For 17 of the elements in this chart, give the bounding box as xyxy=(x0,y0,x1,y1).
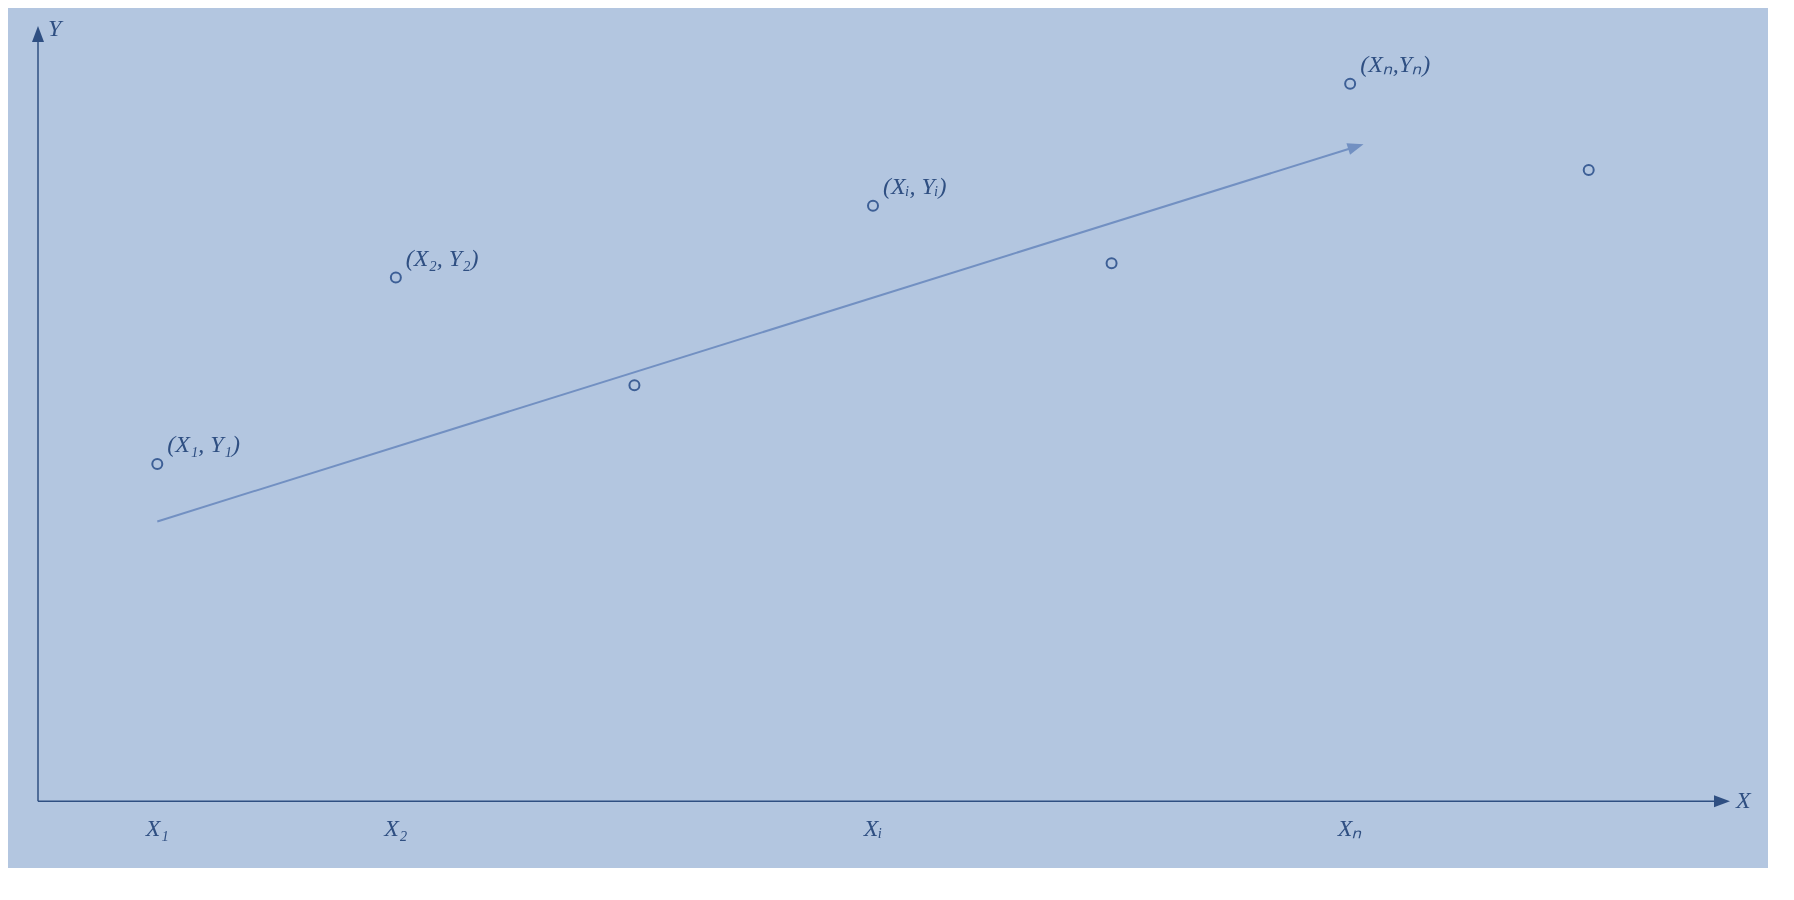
x-tick-label: Xᵢ xyxy=(862,814,883,841)
point xyxy=(151,458,164,471)
point xyxy=(867,199,879,212)
point xyxy=(1344,77,1357,90)
x-tick-label: X₂ xyxy=(383,814,408,841)
point xyxy=(628,379,641,392)
x-tick-label: X₁ xyxy=(144,814,169,841)
point xyxy=(1105,257,1118,270)
annotation: (Xₙ,Yₙ) xyxy=(1360,51,1431,78)
point xyxy=(1582,163,1595,176)
y-axis-title: Y xyxy=(48,15,64,42)
x-axis-title: X xyxy=(1735,786,1752,813)
annotation: (X₁, Y₁) xyxy=(167,431,240,458)
annotation: (X₂, Y₂) xyxy=(405,244,479,271)
annotation: (Xᵢ, Yᵢ) xyxy=(883,173,947,200)
point xyxy=(389,271,402,284)
x-tick-label: Xₙ xyxy=(1336,814,1363,841)
